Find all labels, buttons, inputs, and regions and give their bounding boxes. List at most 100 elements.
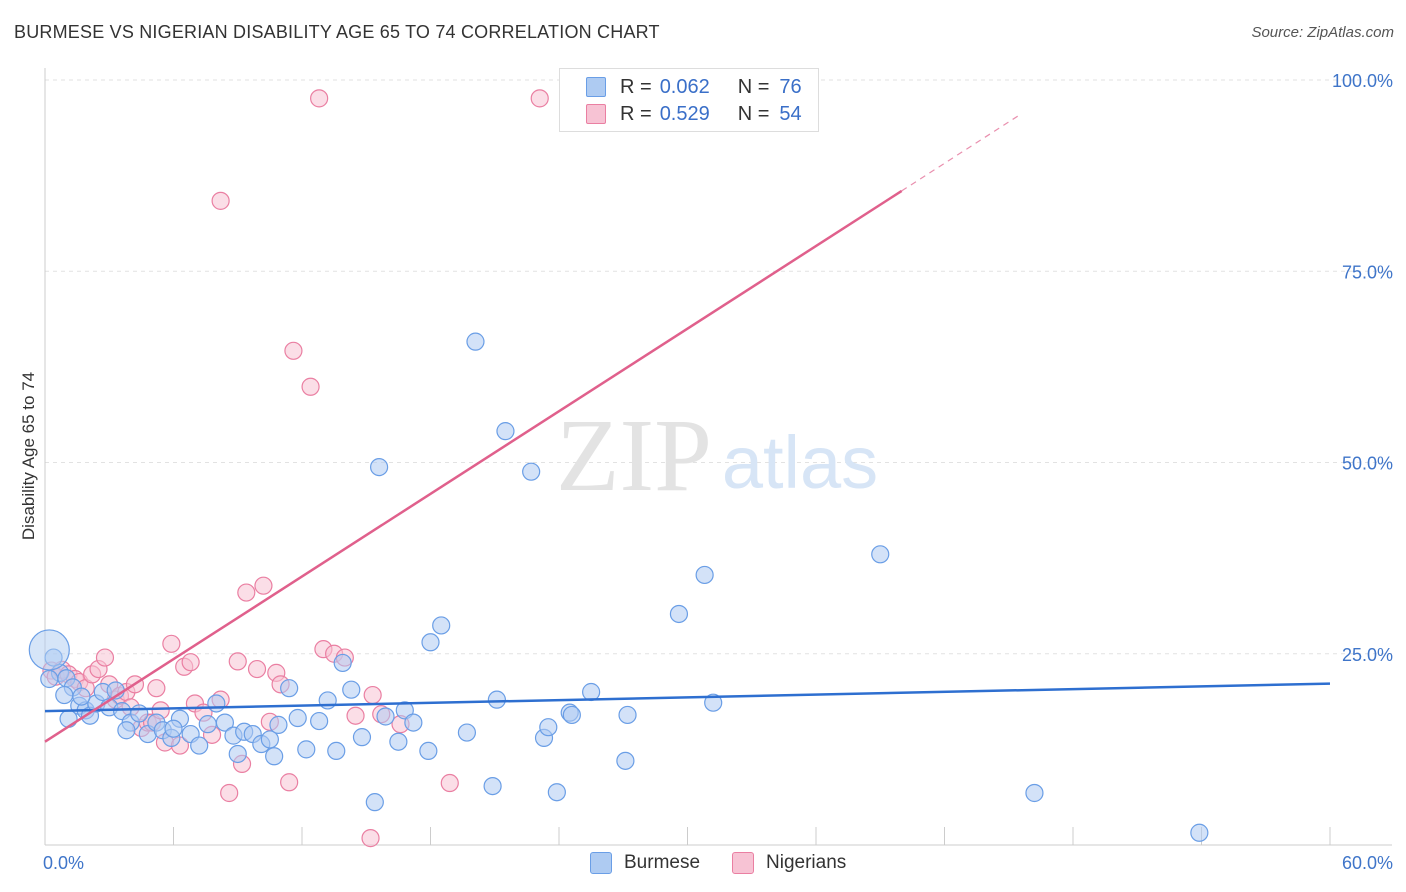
burmese-point (190, 736, 209, 755)
chart-title: BURMESE VS NIGERIAN DISABILITY AGE 65 TO… (14, 22, 660, 42)
nigerians-point (284, 341, 303, 360)
burmese-point (419, 741, 438, 761)
burmese-point (496, 422, 515, 441)
burmese-point (228, 744, 247, 764)
burmese-point (1025, 783, 1044, 803)
nigerians-point (346, 706, 365, 725)
burmese-point (483, 776, 502, 796)
burmese-point (28, 629, 70, 671)
legend-r-label: R = (620, 75, 652, 98)
burmese-point (1190, 823, 1209, 842)
burmese-point (365, 793, 384, 812)
burmese-point (297, 740, 316, 759)
burmese-point (562, 705, 581, 725)
nigerians-point (247, 659, 267, 679)
grid-lines (45, 79, 1392, 655)
legend-r-label: R = (620, 102, 652, 125)
nigerians-point (220, 783, 239, 803)
burmese-point (164, 719, 183, 738)
nigerians-point (181, 653, 200, 672)
nigerians-point (162, 634, 181, 653)
y-tick-label: 50.0% (1342, 454, 1393, 474)
burmese-point (669, 604, 689, 624)
burmese-point (59, 709, 78, 728)
y-tick-label: 25.0% (1342, 645, 1393, 665)
legend-n-label: N = (737, 102, 770, 125)
burmese-point (404, 713, 423, 732)
legend-n-value: 76 (779, 75, 802, 98)
burmese-point (695, 565, 714, 585)
burmese-point (352, 728, 372, 747)
watermark-zip: ZIP (556, 398, 712, 513)
burmese-point (871, 545, 890, 564)
y-tick-label: 75.0% (1342, 262, 1393, 282)
x-tick-label: 0.0% (43, 853, 84, 873)
burmese-point (376, 707, 395, 726)
nigerians-point (237, 583, 256, 602)
nigerians-point (280, 773, 299, 792)
nigerians-swatch (732, 852, 755, 874)
burmese-point (55, 685, 74, 705)
burmese-point (389, 732, 408, 751)
nigerians-point (363, 685, 382, 705)
burmese-point (288, 708, 307, 728)
burmese-point (487, 690, 506, 709)
correlation-legend: R = 0.062 N = 76 R = 0.529 N = 54 (559, 68, 819, 132)
nigerians-point (440, 773, 459, 793)
legend-label-burmese: Burmese (624, 852, 701, 873)
legend-item-nigerians[interactable]: Nigerians (732, 852, 846, 874)
burmese-point (522, 462, 541, 481)
nigerians-point (310, 89, 329, 108)
burmese-point (457, 723, 477, 742)
burmese-trend-line (44, 682, 1331, 713)
burmese-point (582, 682, 601, 702)
nigerians-point (301, 377, 320, 396)
burmese-point (310, 711, 329, 731)
nigerians-point (95, 648, 115, 667)
trend-lines (44, 113, 1331, 743)
zipatlas-watermark: ZIP atlas (556, 398, 878, 513)
nigerians-point (361, 829, 380, 848)
watermark-atlas: atlas (722, 421, 878, 504)
series-legend: Burmese Nigerians (590, 852, 878, 874)
legend-row-nigerians: R = 0.529 N = 54 (586, 101, 802, 127)
burmese-point (616, 751, 635, 770)
y-axis-label: Disability Age 65 to 74 (19, 372, 38, 540)
legend-r-value: 0.529 (659, 102, 710, 125)
legend-item-burmese[interactable]: Burmese (590, 852, 700, 874)
nigerians-point (530, 89, 549, 108)
burmese-point (215, 713, 234, 732)
burmese-point (117, 721, 136, 740)
nigerians-trend-line (44, 189, 903, 743)
burmese-point (269, 715, 288, 734)
burmese-swatch (586, 77, 606, 97)
nigerians-point (211, 191, 230, 210)
burmese-point (327, 741, 346, 761)
burmese-point (198, 715, 217, 734)
nigerians-point (254, 576, 273, 595)
legend-n-label: N = (737, 75, 770, 98)
burmese-point (421, 633, 440, 652)
nigerians-trend-extension (901, 113, 1022, 192)
legend-n-value: 54 (779, 102, 802, 125)
burmese-point (207, 694, 226, 713)
legend-label-nigerians: Nigerians (766, 852, 847, 873)
burmese-point (260, 730, 279, 749)
burmese-point (265, 747, 284, 766)
burmese-point (466, 332, 485, 351)
burmese-point (618, 705, 637, 725)
burmese-point (40, 669, 59, 689)
y-tick-label: 100.0% (1332, 71, 1393, 91)
source-credit: Source: ZipAtlas.com (1251, 24, 1394, 41)
nigerians-point (147, 679, 166, 698)
nigerians-swatch (586, 104, 606, 124)
legend-r-value: 0.062 (659, 75, 710, 98)
burmese-point (72, 687, 91, 706)
burmese-point (704, 693, 723, 712)
burmese-point (432, 616, 451, 635)
nigerians-point (228, 652, 247, 671)
burmese-point (130, 704, 149, 723)
burmese-swatch (590, 852, 612, 874)
tick-labels: 25.0% 50.0% 75.0% 100.0% 0.0% 60.0% (43, 71, 1393, 873)
